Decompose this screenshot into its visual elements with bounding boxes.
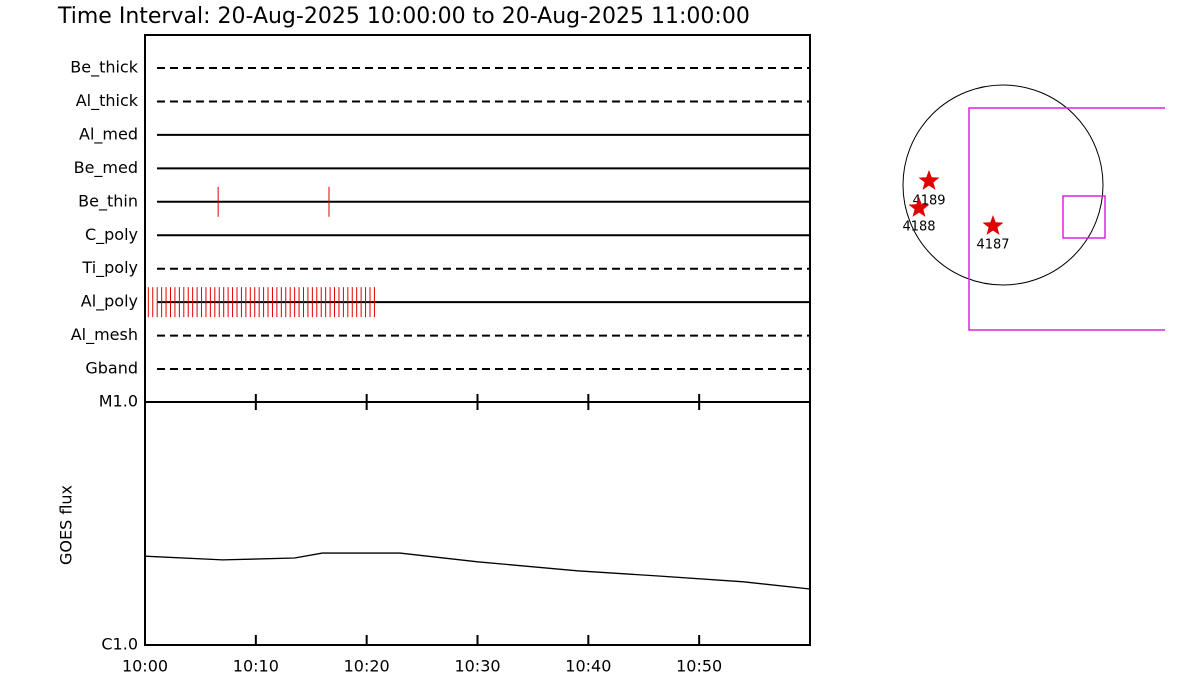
- sun-map: [902, 84, 1165, 331]
- row-label: Ti_poly: [81, 258, 138, 278]
- target-box: [1062, 195, 1106, 239]
- x-tick-label: 10:40: [565, 657, 611, 676]
- row-label: Be_thin: [78, 191, 138, 211]
- y-tick-label: M1.0: [99, 392, 138, 411]
- y-tick-label: C1.0: [101, 635, 138, 654]
- region-star: [908, 197, 930, 217]
- region-label: 4187: [976, 238, 1009, 253]
- timeline-frame: [144, 34, 811, 403]
- x-tick-label: 10:50: [676, 657, 722, 676]
- x-tick-label: 10:20: [344, 657, 390, 676]
- row-label: Be_thick: [70, 58, 138, 78]
- goes-frame: [144, 401, 811, 646]
- fov-box: [968, 107, 1165, 331]
- row-label: C_poly: [85, 225, 138, 245]
- region-star: [918, 170, 940, 190]
- x-tick-label: 10:10: [233, 657, 279, 676]
- row-label: Al_med: [79, 124, 138, 144]
- row-label: Al_poly: [81, 292, 138, 312]
- region-star: [982, 215, 1004, 235]
- solar-disk: [902, 84, 1104, 286]
- row-label: Gband: [85, 359, 138, 378]
- row-label: Al_mesh: [71, 325, 138, 345]
- row-label: Be_med: [74, 158, 138, 178]
- title: Time Interval: 20-Aug-2025 10:00:00 to 2…: [57, 4, 750, 29]
- x-tick-label: 10:30: [454, 657, 500, 676]
- region-label: 4188: [902, 220, 935, 235]
- goes-curve: [144, 552, 811, 590]
- x-tick-label: 10:00: [122, 657, 168, 676]
- row-label: Al_thick: [76, 91, 139, 111]
- y-axis-label: GOES flux: [57, 485, 76, 565]
